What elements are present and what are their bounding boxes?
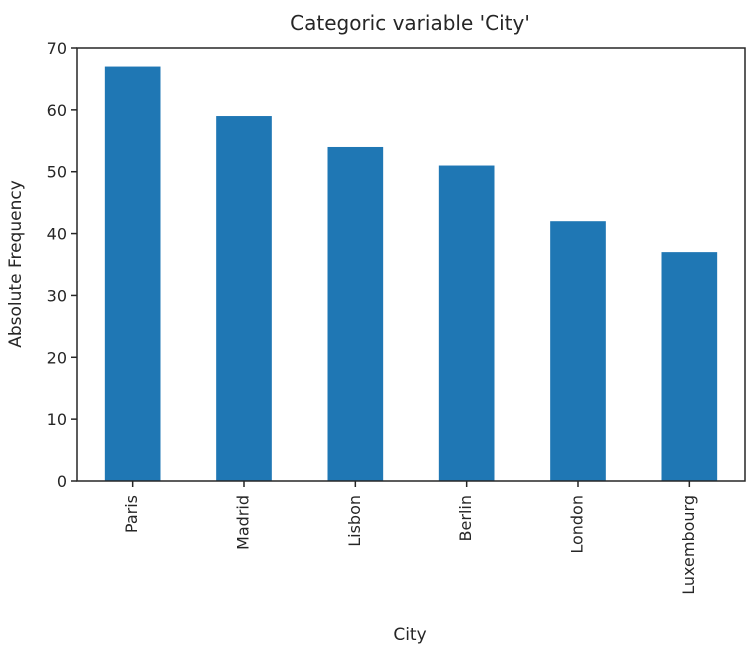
plot-area: 0 10 20 30 40 50 60 70 Paris Madrid Lisbon Berlin Lo… [47,39,746,595]
x-axis-label: City [393,625,426,645]
bar-berlin [438,165,495,481]
y-tick-label: 0 [57,472,67,491]
x-tick-label-london: London [568,495,587,554]
x-tick-label-luxembourg: Luxembourg [679,495,698,595]
y-tick-label: 50 [47,163,67,182]
y-tick-label: 30 [47,286,67,305]
y-tick-label: 70 [47,39,67,58]
bar-madrid [216,116,272,482]
bar-lisbon [327,146,384,481]
y-tick-label: 10 [47,410,67,429]
x-tick-label-lisbon: Lisbon [345,495,364,547]
y-tick-label: 40 [47,225,67,244]
bar-luxembourg [661,252,718,481]
y-tick-label: 20 [47,348,67,367]
bar-paris [104,66,161,482]
plot-frame [76,47,746,482]
chart-title: Categoric variable 'City' [290,11,530,35]
x-tick-label-madrid: Madrid [234,495,253,550]
bar-london [550,221,606,481]
y-axis-label: Absolute Frequency [6,180,26,348]
x-tick-label-paris: Paris [122,495,141,533]
x-tick-label-berlin: Berlin [456,495,475,541]
y-tick-label: 60 [47,101,67,120]
